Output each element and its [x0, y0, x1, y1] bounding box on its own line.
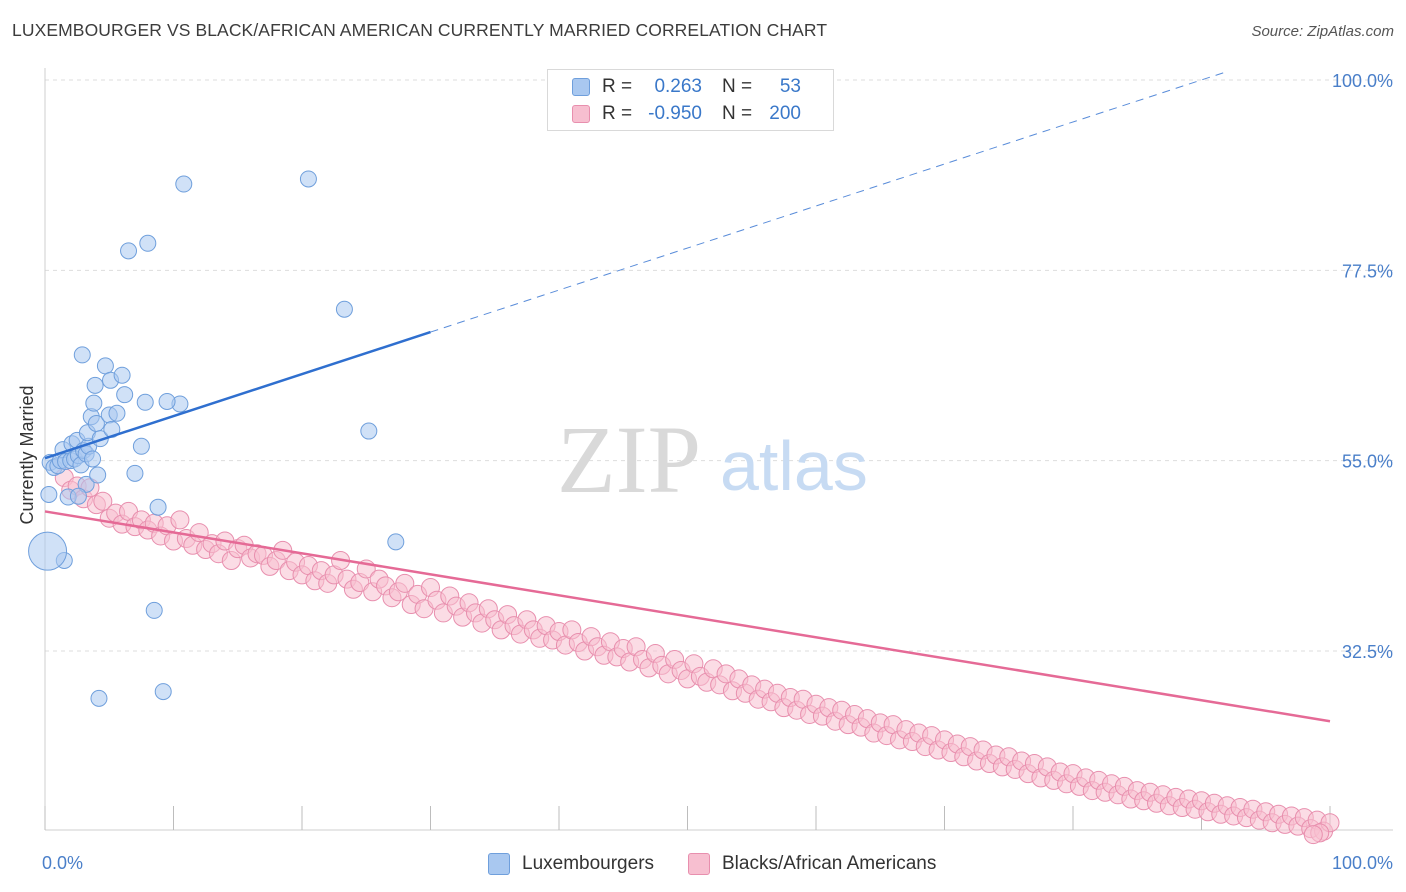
legend-n-value: 53 [779, 76, 801, 97]
legend-item-luxembourgers: Luxembourgers [488, 852, 654, 876]
trend-line-luxembourgers [44, 330, 431, 460]
data-point-luxembourgers [73, 346, 91, 364]
legend-swatch-pink [572, 105, 590, 123]
trend-lines [44, 71, 1331, 723]
data-point-black-african-american [93, 491, 113, 511]
source-label: Source: ZipAtlas.com [1251, 23, 1394, 40]
chart-title: LUXEMBOURGER VS BLACK/AFRICAN AMERICAN C… [12, 20, 828, 40]
data-point-luxembourgers [69, 487, 87, 505]
data-point-luxembourgers [85, 394, 103, 412]
data-point-luxembourgers [139, 234, 157, 252]
axes [44, 68, 1393, 831]
series-luxembourgers [28, 170, 405, 707]
watermark-atlas: atlas [720, 427, 868, 505]
series-black-african-american [54, 468, 1340, 845]
data-point-luxembourgers [89, 466, 107, 484]
x-tick-label: 100.0% [1332, 853, 1393, 873]
data-point-luxembourgers [175, 175, 193, 193]
data-point-luxembourgers [84, 450, 102, 468]
watermark-zip: ZIP [557, 406, 701, 513]
legend-swatch-pink [688, 853, 710, 875]
data-point-luxembourgers [86, 376, 104, 394]
legend-r-value: 0.263 [654, 76, 702, 97]
legend-label: Luxembourgers [522, 853, 655, 874]
y-tick-label: 100.0% [1332, 71, 1393, 91]
data-point-luxembourgers [77, 475, 95, 493]
data-point-luxembourgers [28, 531, 68, 571]
data-point-luxembourgers [360, 422, 378, 440]
legend-r-label: R = [602, 103, 633, 124]
data-point-luxembourgers [113, 366, 131, 384]
legend-row-luxembourgers: R = 0.263 N = 53 [572, 74, 801, 100]
y-axis-label: Currently Married [17, 385, 37, 524]
legend-swatch-blue [572, 78, 590, 96]
data-point-luxembourgers [116, 386, 134, 404]
legend-n-label: N = [722, 76, 753, 97]
data-point-luxembourgers [126, 464, 144, 482]
axis-labels: 32.5% 55.0% 77.5% 100.0% 0.0% 100.0% Currently… [17, 71, 1393, 873]
data-point-luxembourgers [299, 170, 317, 188]
data-point-luxembourgers [335, 300, 353, 318]
trend-line-black-african-american [44, 510, 1331, 723]
data-point-luxembourgers [90, 689, 108, 707]
legend-label: Blacks/African Americans [722, 853, 937, 874]
y-tick-label: 32.5% [1342, 642, 1393, 662]
data-point-luxembourgers [149, 498, 167, 516]
data-point-luxembourgers [120, 242, 138, 260]
correlation-legend: R = 0.263 N = 53 R = -0.950 N = 200 [547, 69, 834, 131]
data-point-luxembourgers [145, 601, 163, 619]
legend-n-value: 200 [769, 103, 801, 124]
legend-row-black-african-american: R = -0.950 N = 200 [572, 101, 801, 127]
legend-swatch-blue [488, 853, 510, 875]
data-point-black-african-american [395, 573, 415, 593]
y-tick-label: 55.0% [1342, 452, 1393, 472]
legend-n-label: N = [722, 103, 753, 124]
data-point-luxembourgers [136, 393, 154, 411]
legend-r-label: R = [602, 76, 633, 97]
y-tick-label: 77.5% [1342, 261, 1393, 281]
watermark: ZIP atlas [557, 406, 868, 513]
data-point-luxembourgers [132, 437, 150, 455]
legend-item-black-african-american: Blacks/African Americans [688, 852, 936, 876]
legend-r-value: -0.950 [648, 103, 702, 124]
data-point-luxembourgers [40, 486, 58, 504]
data-point-luxembourgers [154, 683, 172, 701]
data-point-black-african-american [170, 510, 190, 530]
data-point-luxembourgers [387, 533, 405, 551]
data-point-luxembourgers [158, 392, 176, 410]
data-point-luxembourgers [96, 357, 114, 375]
data-point-black-african-american [1303, 825, 1323, 845]
grid-lines [45, 79, 1393, 652]
x-tick-label: 0.0% [42, 853, 83, 873]
data-point-luxembourgers [108, 404, 126, 422]
